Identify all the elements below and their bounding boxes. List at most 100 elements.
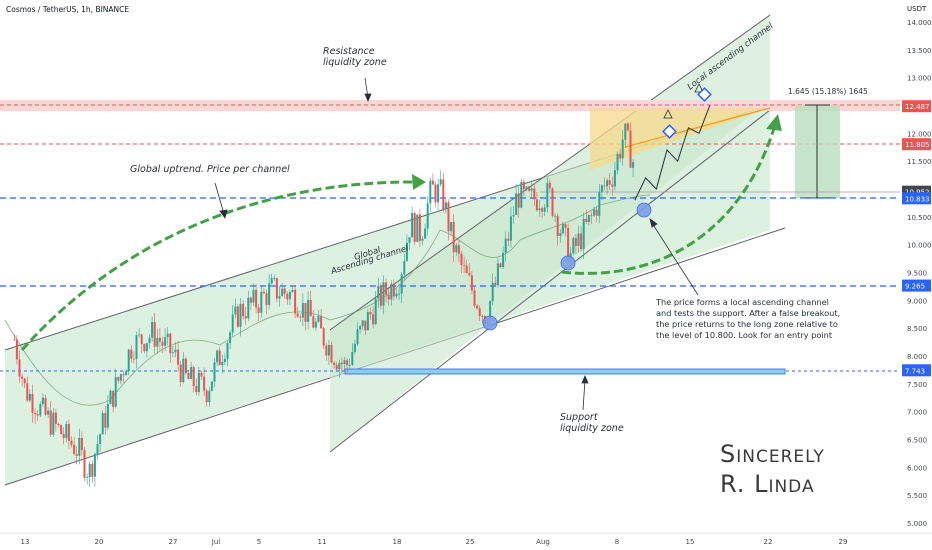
candle-body bbox=[88, 463, 91, 478]
price-axis[interactable]: USDT 14.00013.50013.00012.50012.00011.50… bbox=[900, 0, 932, 550]
candle-body bbox=[208, 390, 211, 403]
candle-body bbox=[195, 385, 198, 393]
candle-body bbox=[374, 298, 377, 325]
candle-body bbox=[418, 214, 421, 241]
candle-body bbox=[587, 214, 590, 222]
candle-body bbox=[257, 307, 260, 313]
candle-body bbox=[340, 362, 343, 365]
candle-body bbox=[533, 188, 536, 200]
global-uptrend-arrow bbox=[20, 174, 426, 351]
candle-body bbox=[262, 291, 265, 294]
candlestick-series bbox=[13, 121, 635, 487]
candle-body bbox=[216, 350, 219, 363]
candle-body bbox=[307, 299, 310, 322]
candle-body bbox=[31, 393, 34, 413]
candle-body bbox=[447, 202, 450, 232]
measure-label: 1.645 (15.18%) 1645 bbox=[788, 87, 868, 96]
candle-body bbox=[93, 453, 96, 477]
price-marker-badge-1 bbox=[902, 138, 931, 151]
candle-body bbox=[595, 209, 598, 216]
candle-body bbox=[99, 434, 102, 445]
resistance-zone bbox=[0, 100, 900, 145]
candle-body bbox=[452, 221, 455, 253]
candle-body bbox=[283, 288, 286, 294]
candle-body bbox=[535, 199, 538, 211]
time-tick-9: 8 bbox=[615, 538, 619, 546]
candle-body bbox=[390, 283, 393, 300]
time-tick-4: 5 bbox=[257, 538, 261, 546]
candle-body bbox=[530, 188, 533, 191]
candle-body bbox=[164, 337, 167, 346]
candle-body bbox=[296, 313, 299, 317]
candle-body bbox=[171, 352, 174, 354]
candle-body bbox=[242, 303, 245, 317]
price-marker-label-5: 7.743 bbox=[905, 367, 925, 375]
candle-body bbox=[574, 238, 577, 247]
candle-body bbox=[624, 123, 627, 140]
candle-body bbox=[301, 303, 304, 318]
candle-body bbox=[434, 184, 437, 203]
candle-body bbox=[489, 301, 492, 322]
candle-body bbox=[457, 245, 460, 254]
candle-body bbox=[135, 335, 138, 359]
time-tick-10: 15 bbox=[686, 538, 695, 546]
candle-body bbox=[424, 228, 427, 239]
price-tick-0: 14.000 bbox=[907, 19, 932, 27]
candle-body bbox=[156, 337, 159, 347]
candle-body bbox=[132, 358, 135, 360]
price-tick-1: 13.500 bbox=[907, 47, 932, 55]
candle-body bbox=[348, 364, 351, 366]
candle-body bbox=[273, 278, 276, 279]
candle-body bbox=[270, 278, 273, 284]
price-marker-badge-3 bbox=[902, 192, 931, 205]
candle-body bbox=[244, 316, 247, 319]
candle-body bbox=[130, 349, 133, 359]
candle-body bbox=[161, 341, 164, 346]
time-axis[interactable]: 13 20 27 Jul 5 11 18 25 Aug 8 15 22 29 bbox=[0, 532, 932, 550]
candle-body bbox=[343, 360, 346, 365]
candle-body bbox=[421, 238, 424, 241]
support-label-2: liquidity zone bbox=[560, 423, 624, 434]
candle-body bbox=[67, 424, 70, 441]
candle-body bbox=[611, 184, 614, 187]
candle-body bbox=[515, 193, 518, 216]
candle-body bbox=[221, 361, 224, 366]
candle-body bbox=[229, 332, 232, 344]
candle-body bbox=[109, 390, 112, 405]
candle-body bbox=[190, 367, 193, 379]
explanation-line-4: the level of 10.800. Look for an entry p… bbox=[656, 330, 833, 340]
candle-body bbox=[192, 367, 195, 386]
candle-body bbox=[450, 221, 453, 232]
candle-body bbox=[541, 208, 544, 212]
candle-body bbox=[236, 306, 239, 327]
currency-label: USDT bbox=[907, 5, 927, 13]
candle-body bbox=[291, 289, 294, 292]
price-tick-7: 10.500 bbox=[907, 214, 932, 222]
price-marker-label-3: 10.833 bbox=[905, 195, 930, 203]
price-tick-13: 7.500 bbox=[907, 381, 927, 389]
candle-body bbox=[330, 345, 333, 363]
candle-body bbox=[504, 238, 507, 253]
candle-body bbox=[377, 285, 380, 299]
time-tick-5: 11 bbox=[318, 538, 327, 546]
candle-body bbox=[158, 337, 161, 342]
candle-body bbox=[442, 179, 445, 210]
candle-body bbox=[275, 278, 278, 299]
signature-line-2: R. Linda bbox=[720, 470, 815, 498]
candle-body bbox=[106, 404, 109, 428]
candle-body bbox=[476, 305, 479, 309]
candle-body bbox=[385, 282, 388, 295]
candle-body bbox=[75, 454, 78, 456]
candle-body bbox=[408, 237, 411, 243]
candle-body bbox=[392, 283, 395, 297]
candle-body bbox=[119, 374, 122, 381]
candle-body bbox=[512, 215, 515, 217]
candle-body bbox=[174, 349, 177, 353]
candle-body bbox=[327, 345, 330, 356]
candle-body bbox=[346, 360, 349, 366]
candle-body bbox=[255, 289, 258, 308]
candle-body bbox=[127, 349, 130, 372]
chart-title[interactable]: Cosmos / TetherUS, 1h, BINANCE bbox=[6, 5, 129, 14]
candle-body bbox=[439, 179, 442, 185]
